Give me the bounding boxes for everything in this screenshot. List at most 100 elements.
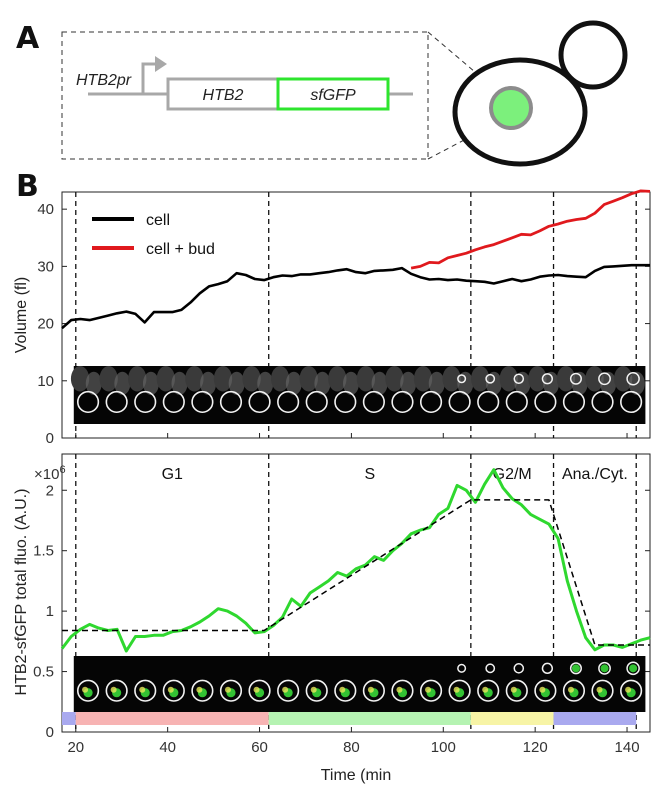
y-multiplier-base: ×10 (34, 466, 59, 483)
cell-contour (620, 390, 643, 414)
htb2-gene-label: HTB2 (203, 87, 244, 104)
fluorescence-ylabel: HTB2-sfGFP total fluo. (A.U.) (13, 489, 30, 696)
cell-contour (448, 390, 471, 414)
bud-contour (626, 661, 640, 676)
cell-contour (162, 390, 185, 414)
volume-legend: cell cell + bud (92, 212, 215, 258)
time-xtick-label: 80 (343, 739, 360, 756)
cell-contour (591, 390, 614, 414)
strip-texture (99, 366, 118, 392)
promoter-arrow-icon (141, 62, 158, 94)
volume-phase-lines (75, 192, 637, 438)
volume-ytick-label: 20 (37, 316, 54, 333)
cell-contour (191, 679, 214, 702)
promoter-label: HTB2pr (76, 72, 132, 89)
cell-contour (76, 679, 100, 702)
strip-texture (114, 371, 131, 395)
phase-bar-s (268, 712, 471, 725)
promoter-arrowhead-icon (155, 56, 167, 72)
time-xtick-label: 100 (431, 739, 456, 756)
cell-contour (105, 679, 128, 702)
bud-nucleus-spot (571, 664, 580, 673)
volume-axes-box (61, 191, 651, 439)
fluorescence-phase-lines (75, 454, 637, 732)
bud-contour (513, 663, 525, 674)
strip-texture (171, 371, 188, 395)
bud-contour (513, 373, 525, 385)
cell-contour (277, 390, 300, 414)
phase-label: G2/M (493, 466, 532, 483)
fluorescence-yticks: 0 0.5 1 1.5 2 (33, 482, 650, 741)
cell-contour (419, 390, 443, 414)
bud-contour (541, 373, 554, 385)
strip-texture (257, 371, 274, 395)
strip-texture (528, 366, 547, 392)
cell-contour (162, 679, 185, 702)
panel-b-label: B (16, 169, 39, 204)
image-strip-background (73, 656, 646, 712)
cell-contour (562, 679, 586, 702)
y-multiplier-exponent: 6 (59, 464, 65, 476)
volume-plot: 0 10 20 30 40 Volume (fl) cell cell + bud (13, 189, 651, 447)
fluorescence-series (60, 468, 651, 653)
cell-contour (219, 679, 243, 702)
cell-contour (391, 679, 414, 702)
fluorescence-ytick-label: 0 (46, 724, 54, 741)
cell-contour (362, 390, 385, 414)
fluorescence-ytick-label: 1 (46, 603, 54, 620)
nucleus-highlight (224, 686, 231, 693)
strip-texture (556, 366, 576, 392)
volume-ytick-label: 40 (37, 201, 54, 218)
volume-image-strip (70, 366, 646, 424)
nucleus-highlight (396, 686, 403, 693)
cell-contour (419, 679, 443, 702)
strip-texture (328, 366, 347, 392)
cell-contour (334, 679, 357, 702)
nucleus-highlight (282, 686, 289, 693)
time-xtick-label: 20 (67, 739, 84, 756)
strip-texture (371, 371, 388, 395)
phase-label: G1 (162, 466, 183, 483)
cell-contour (191, 390, 214, 414)
fluorescence-plot: 00.511.52 20 40 60 80 100 120 140 ×106 HTB2-sf… (13, 433, 651, 784)
fluorescence-ytick-label: 2 (46, 482, 54, 499)
cell-contour (477, 679, 500, 702)
bud-nucleus-spot (600, 664, 609, 673)
volume-ytick-label: 10 (37, 373, 54, 390)
nucleus-highlight (139, 686, 146, 693)
nucleus-highlight (567, 686, 574, 693)
phase-bar-ana-cyt- (553, 712, 637, 725)
construct-inset-box (61, 31, 429, 160)
strip-texture (585, 366, 604, 392)
nucleus-highlight (339, 686, 346, 693)
cell-contour (591, 679, 614, 702)
volume-series (61, 189, 651, 330)
fluorescence-image-strip (73, 656, 646, 712)
htb2-gene-box (166, 77, 280, 111)
strip-texture (485, 371, 502, 395)
strip-texture (400, 371, 417, 395)
strip-texture (213, 366, 233, 392)
phase-labels: G1 S G2/M Ana./Cyt. (162, 466, 628, 483)
cell-contour (219, 390, 243, 414)
cell-contour (76, 390, 100, 414)
cell-contour (305, 679, 328, 702)
nucleus-highlight (453, 686, 460, 693)
time-xtick-label: 60 (251, 739, 268, 756)
nucleus-highlight (625, 686, 632, 693)
time-xtick-label: 140 (615, 739, 640, 756)
yeast-cell-diagram (452, 20, 628, 167)
phase-bar-pre (62, 712, 76, 725)
series-line-fit (62, 499, 650, 646)
cell-contour (477, 390, 500, 414)
strip-texture (128, 366, 147, 392)
bud-contour (485, 373, 496, 384)
cell-contour (562, 390, 586, 414)
strip-texture (285, 371, 302, 395)
strip-texture (514, 371, 531, 395)
cell-contour (105, 390, 128, 414)
nucleus-highlight (310, 686, 317, 693)
strip-texture (142, 371, 159, 395)
cell-contour (391, 390, 414, 414)
